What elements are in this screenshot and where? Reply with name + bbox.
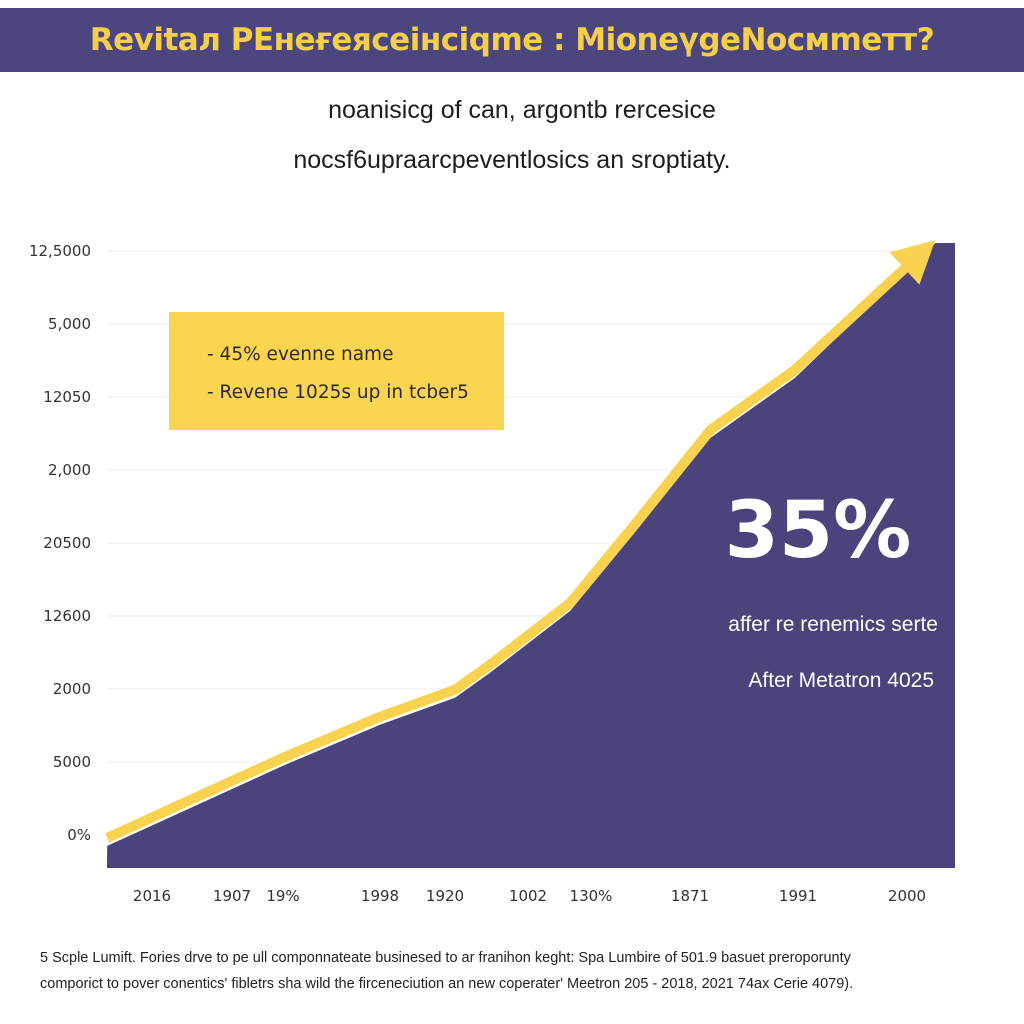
callout-line-2: - Revene 1025s up in tcber5 (207, 382, 469, 403)
y-tick-label: 0% (67, 826, 91, 844)
y-tick-label: 20500 (43, 534, 91, 552)
footnote-line-1: 5 Scple Lumift. Fories drve to pe ull co… (40, 950, 851, 966)
x-tick-label: 2016 (133, 887, 171, 905)
x-tick-label: 1991 (779, 887, 817, 905)
y-tick-label: 12,5000 (29, 242, 91, 260)
x-tick-label: 1871 (671, 887, 709, 905)
y-tick-label: 12050 (43, 388, 91, 406)
highlight-caption: affer re renemics serte (728, 613, 938, 636)
y-tick-label: 2,000 (48, 461, 91, 479)
callout-box: - 45% evenne name - Revene 1025s up in t… (169, 312, 504, 430)
x-tick-label: 1998 (361, 887, 399, 905)
revenue-area (107, 243, 955, 869)
x-tick-label: 2000 (888, 887, 926, 905)
x-tick-label: 1907 (213, 887, 251, 905)
x-tick-label: 130% (570, 887, 613, 905)
trend-arrowhead (889, 240, 936, 285)
subtitle-line-1: noanisicg of can, argontb rercesice (328, 96, 716, 124)
y-tick-label: 2000 (53, 680, 91, 698)
title-bar: Revitaл PEнeғeяceiнciqme : MioneүgeNocмm… (0, 8, 1024, 72)
y-tick-label: 5000 (53, 753, 91, 771)
footnote-line-2: comporict to pover conentics' fibletrs s… (40, 976, 854, 992)
highlight-value: 35% (725, 486, 912, 576)
subtitle-line-2: nocsf6upraarcpeventlosics an sroptiaty. (293, 146, 731, 174)
callout-line-1: - 45% evenne name (207, 344, 393, 365)
x-tick-label: 19% (266, 887, 299, 905)
x-tick-label: 1002 (509, 887, 547, 905)
page-title: Revitaл PEнeғeяceiнciqme : MioneүgeNocмm… (89, 22, 935, 58)
highlight-caption-2: After Metatron 4025 (748, 669, 934, 692)
y-tick-label: 5,000 (48, 315, 91, 333)
y-tick-label: 12600 (43, 607, 91, 625)
x-tick-label: 1920 (426, 887, 464, 905)
